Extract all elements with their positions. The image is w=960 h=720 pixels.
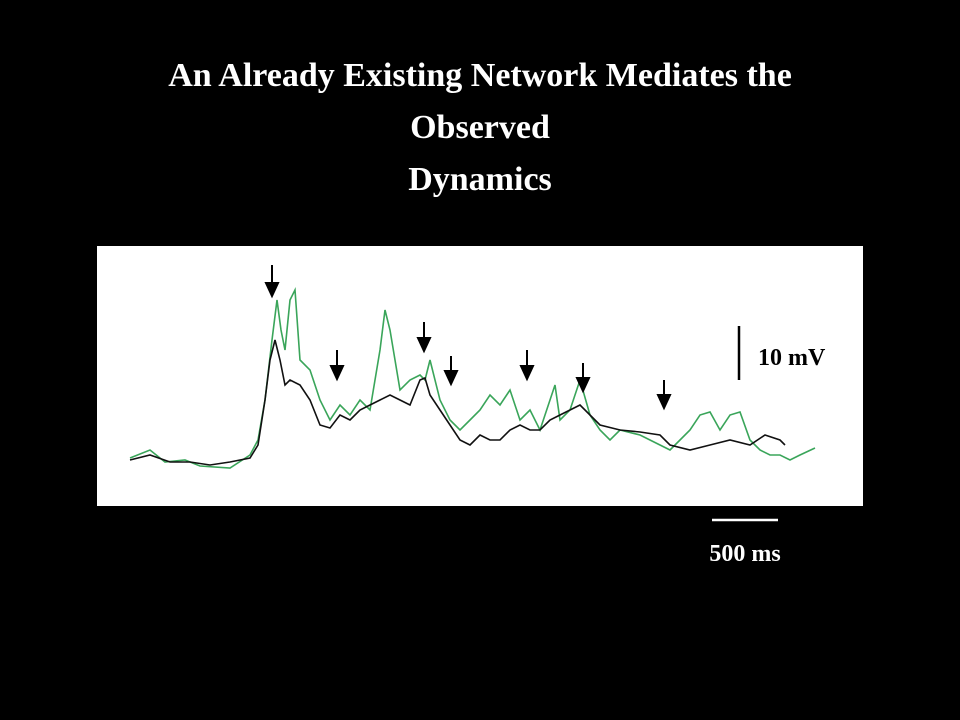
arrow-head <box>519 365 535 382</box>
green-trace <box>129 287 816 469</box>
title-line: Observed <box>410 109 550 146</box>
arrows <box>264 265 672 411</box>
title-line: Dynamics <box>408 161 552 198</box>
voltage-scale-label: 10 mV <box>758 345 826 371</box>
title-line: An Already Existing Network Mediates the <box>168 57 792 94</box>
black-trace <box>129 339 786 466</box>
time-scale-label: 500 ms <box>709 541 780 567</box>
arrow-head <box>443 370 459 387</box>
arrow-head <box>264 282 280 299</box>
arrow-head <box>575 377 591 394</box>
arrow-head <box>329 365 345 382</box>
arrow-head <box>656 394 672 411</box>
figure: 10 mV <box>97 246 863 506</box>
arrow-head <box>416 337 432 354</box>
